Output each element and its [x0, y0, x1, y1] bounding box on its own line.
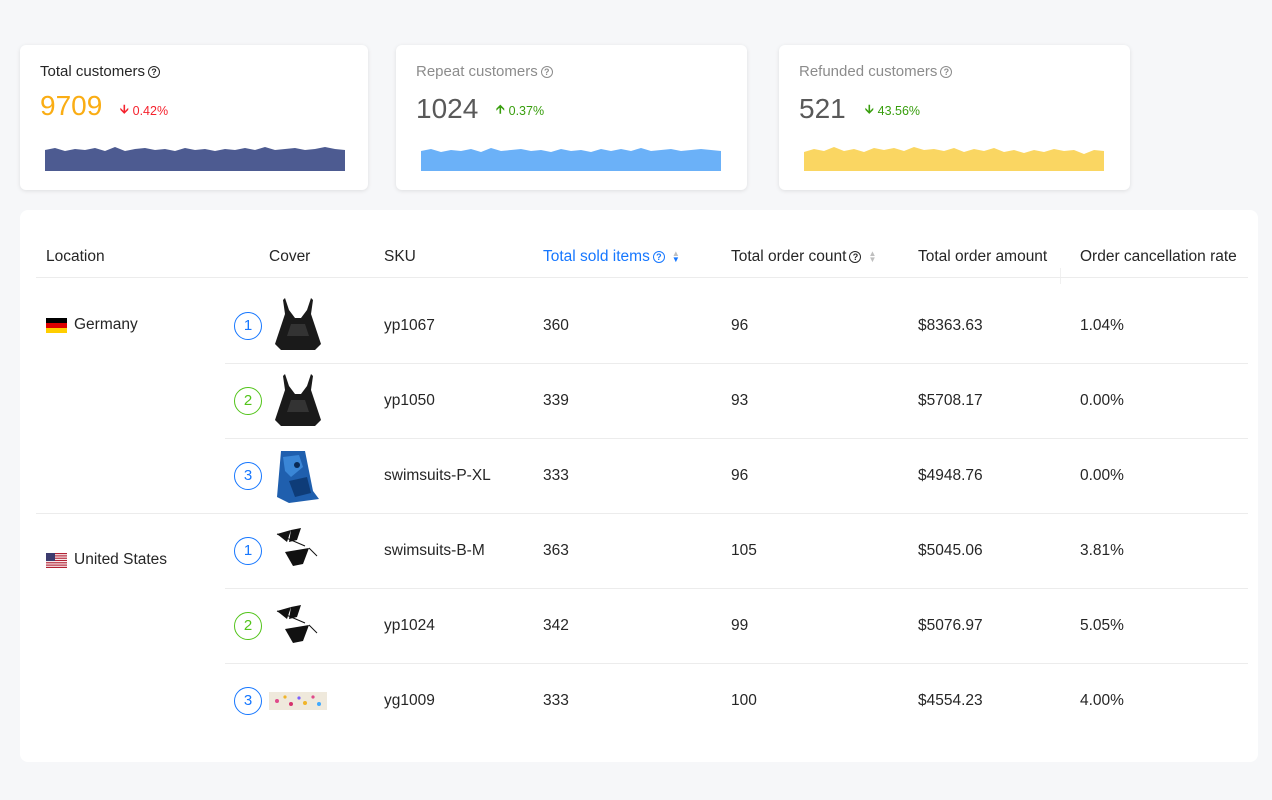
- rank-badge: 1: [234, 537, 262, 565]
- card-value: 521: [799, 93, 846, 124]
- sold-cell: 333: [543, 692, 569, 709]
- header-total-order-amount: Total order amount: [918, 248, 1048, 265]
- floral-band-image: [269, 672, 327, 730]
- black-swimdress-image: [269, 372, 327, 430]
- count-cell: 96: [731, 467, 749, 484]
- arrow-down-icon: 🡫: [865, 102, 874, 116]
- sku-cell: yp1067: [384, 317, 435, 334]
- amount-cell: $5045.06: [918, 542, 983, 559]
- header-sku: SKU: [384, 248, 416, 265]
- repeat-customers-card: Repeat customers? 1024 🡩 0.37%: [396, 45, 747, 190]
- card-value: 1024: [416, 93, 479, 124]
- sku-cell: swimsuits-P-XL: [384, 467, 491, 484]
- us-flag-icon: [46, 552, 67, 568]
- rate-cell: 1.04%: [1080, 317, 1124, 334]
- total-customers-card: Total customers? 9709 🡫 0.42%: [20, 45, 368, 190]
- rank-badge: 2: [234, 387, 262, 415]
- rate-cell: 4.00%: [1080, 692, 1124, 709]
- header-location: Location: [46, 248, 105, 265]
- rate-cell: 0.00%: [1080, 392, 1124, 409]
- trend-indicator: 🡫 0.42%: [120, 100, 168, 121]
- sold-cell: 339: [543, 392, 569, 409]
- count-cell: 93: [731, 392, 749, 409]
- card-value: 9709: [40, 90, 103, 121]
- header-divider: [36, 277, 1248, 278]
- column-divider: [1060, 268, 1061, 284]
- count-cell: 96: [731, 317, 749, 334]
- card-title: Refunded customers?: [799, 63, 953, 80]
- amount-cell: $5708.17: [918, 392, 983, 409]
- rank-badge: 1: [234, 312, 262, 340]
- germany-flag-icon: [46, 317, 67, 333]
- count-cell: 105: [731, 542, 757, 559]
- help-icon[interactable]: ?: [540, 65, 553, 78]
- blue-sarong-image: [269, 447, 327, 505]
- trend-indicator: 🡫 43.56%: [865, 100, 920, 121]
- count-cell: 100: [731, 692, 757, 709]
- trend-indicator: 🡩 0.37%: [496, 100, 544, 121]
- sort-icon[interactable]: ▲ ▼: [868, 249, 877, 264]
- header-order-cancellation-rate: Order cancellation rate: [1080, 248, 1237, 265]
- rate-cell: 5.05%: [1080, 617, 1124, 634]
- sold-cell: 363: [543, 542, 569, 559]
- sku-cell: yp1050: [384, 392, 435, 409]
- location-united-states: United States: [46, 551, 167, 569]
- sold-cell: 360: [543, 317, 569, 334]
- sold-cell: 342: [543, 617, 569, 634]
- sku-cell: yg1009: [384, 692, 435, 709]
- black-bikini-image: [269, 597, 327, 655]
- location-germany: Germany: [46, 316, 138, 334]
- amount-cell: $8363.63: [918, 317, 983, 334]
- sku-cell: swimsuits-B-M: [384, 542, 485, 559]
- row-divider: [225, 438, 1248, 439]
- rank-badge: 3: [234, 687, 262, 715]
- header-total-sold-items[interactable]: Total sold items ? ▲ ▼: [543, 248, 680, 265]
- row-divider: [225, 663, 1248, 664]
- help-icon[interactable]: ?: [652, 251, 665, 263]
- row-divider: [225, 588, 1248, 589]
- rate-cell: 3.81%: [1080, 542, 1124, 559]
- row-divider: [225, 363, 1248, 364]
- rate-cell: 0.00%: [1080, 467, 1124, 484]
- arrow-up-icon: 🡩: [496, 102, 505, 116]
- sparkline-chart: [421, 148, 721, 171]
- sales-table: Location Cover SKU Total sold items ? ▲ ▼…: [20, 210, 1258, 762]
- header-total-order-count[interactable]: Total order count ? ▲ ▼: [731, 248, 877, 265]
- rank-badge: 3: [234, 462, 262, 490]
- sparkline-chart: [45, 147, 345, 171]
- group-divider: [36, 513, 1248, 514]
- help-icon[interactable]: ?: [148, 65, 161, 78]
- sort-icon[interactable]: ▲ ▼: [671, 249, 680, 264]
- sparkline-chart: [804, 147, 1104, 171]
- arrow-down-icon: 🡫: [120, 102, 129, 116]
- help-icon[interactable]: ?: [849, 251, 862, 263]
- amount-cell: $4948.76: [918, 467, 983, 484]
- sold-cell: 333: [543, 467, 569, 484]
- refunded-customers-card: Refunded customers? 521 🡫 43.56%: [779, 45, 1130, 190]
- black-swimdress-image: [269, 296, 327, 354]
- sku-cell: yp1024: [384, 617, 435, 634]
- rank-badge: 2: [234, 612, 262, 640]
- amount-cell: $4554.23: [918, 692, 983, 709]
- amount-cell: $5076.97: [918, 617, 983, 634]
- card-title: Total customers?: [40, 63, 161, 80]
- card-title: Repeat customers?: [416, 63, 553, 80]
- header-cover: Cover: [269, 248, 311, 265]
- help-icon[interactable]: ?: [940, 65, 953, 78]
- black-bikini-image: [269, 522, 327, 580]
- count-cell: 99: [731, 617, 749, 634]
